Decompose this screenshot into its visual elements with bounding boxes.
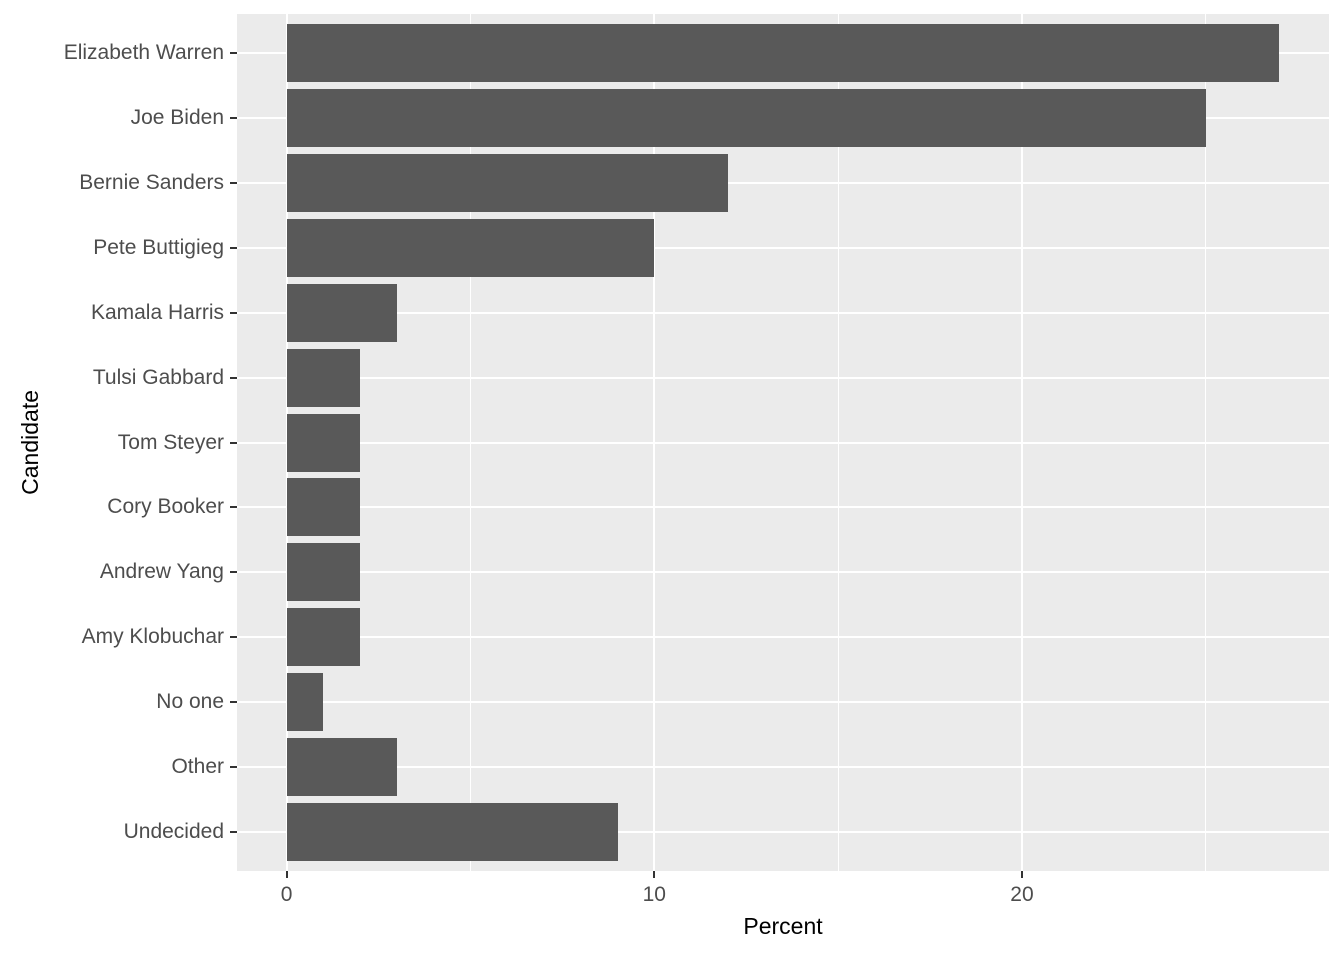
y-axis-label: Tulsi Gabbard [92,365,224,389]
bar [286,153,728,212]
y-axis-title-box: Candidate [14,14,46,871]
y-axis-label: Joe Biden [130,105,224,129]
y-axis-label: Elizabeth Warren [63,40,224,64]
y-axis-title: Candidate [16,390,43,495]
y-axis-tick-mark [230,246,237,249]
bar [286,348,361,407]
y-axis-label: Amy Klobuchar [81,625,224,649]
y-axis-tick-mark [230,116,237,119]
gridline-horizontal-major [237,506,1329,509]
gridline-horizontal-major [237,246,1329,249]
gridline-horizontal-major [237,181,1329,184]
gridline-horizontal-major [237,311,1329,314]
plot-panel [237,14,1329,871]
x-axis-tick-label: 10 [642,883,666,906]
x-axis-tick-mark [285,871,288,878]
bar [286,413,361,472]
gridline-horizontal-major [237,571,1329,574]
y-axis-label: Tom Steyer [117,430,224,454]
bar [286,283,397,342]
y-axis-tick-mark [230,701,237,704]
gridline-horizontal-major [237,831,1329,834]
bar [286,478,361,537]
y-axis-label: Other [171,755,224,779]
bar [286,543,361,602]
y-axis-tick-mark [230,636,237,639]
gridline-horizontal-major [237,701,1329,704]
x-axis-title: Percent [743,913,823,939]
y-axis-tick-mark [230,506,237,509]
y-axis-tick-mark [230,441,237,444]
y-axis-label: No one [156,690,224,714]
bar [286,23,1280,82]
y-axis-label: Cory Booker [107,495,224,519]
x-axis-tick-mark [653,871,656,878]
gridline-horizontal-major [237,636,1329,639]
bar [286,218,655,277]
y-axis-tick-mark [230,376,237,379]
x-axis-tick-label: 20 [1010,883,1034,906]
y-axis-tick-mark [230,766,237,769]
y-axis-label: Kamala Harris [90,300,224,324]
bar [286,608,361,667]
y-axis-tick-mark [230,311,237,314]
y-axis-tick-mark [230,181,237,184]
bar [286,88,1206,147]
y-axis-label: Undecided [123,820,224,844]
y-axis-label: Andrew Yang [99,560,224,584]
x-axis-tick-mark [1020,871,1023,878]
bar [286,738,397,797]
gridline-horizontal-major [237,766,1329,769]
y-axis-label: Bernie Sanders [79,170,224,194]
gridline-horizontal-major [237,376,1329,379]
bar [286,803,618,862]
y-axis-label: Pete Buttigieg [93,235,224,259]
gridline-horizontal-major [237,441,1329,444]
y-axis-tick-mark [230,831,237,834]
y-axis-tick-mark [230,51,237,54]
x-axis-tick-label: 0 [280,883,293,906]
bar [286,673,324,732]
y-axis-tick-mark [230,571,237,574]
